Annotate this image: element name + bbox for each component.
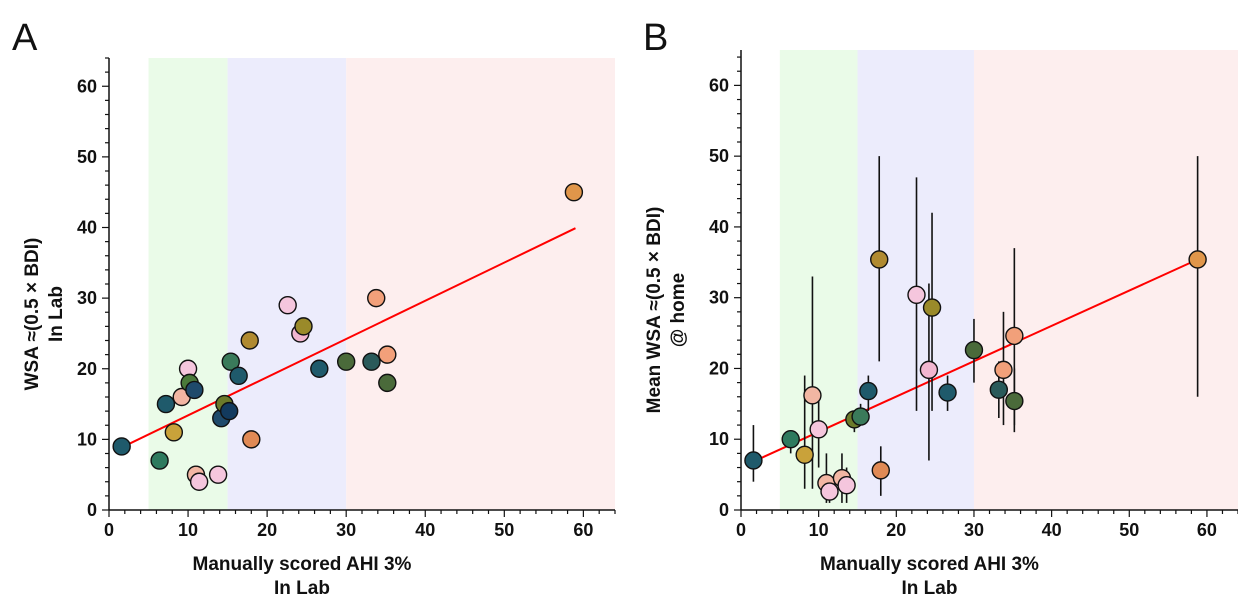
x-tick-label: 10: [809, 520, 829, 540]
x-tick-label: 50: [494, 520, 514, 540]
data-point: [1005, 326, 1024, 346]
y-tick-label: 0: [719, 500, 729, 520]
x-tick-label: 60: [1197, 520, 1217, 540]
data-point: [795, 445, 814, 464]
y-tick-label: 10: [77, 429, 97, 449]
x-tick-label: 50: [1119, 520, 1139, 540]
x-axis-label: In Lab: [902, 578, 958, 599]
data-point: [336, 352, 356, 371]
x-tick-label: 40: [415, 520, 435, 540]
x-tick-label: 0: [736, 520, 746, 540]
x-tick-label: 40: [1042, 520, 1062, 540]
data-point: [781, 430, 800, 449]
y-tick-label: 60: [709, 75, 729, 95]
x-axis-label: Manually scored AHI 3%: [193, 554, 412, 575]
data-point: [907, 285, 926, 305]
data-point: [229, 366, 248, 386]
data-point: [164, 423, 184, 442]
data-point: [744, 451, 763, 470]
data-point: [851, 407, 870, 426]
data-point: [1188, 250, 1207, 269]
y-tick-label: 40: [77, 218, 97, 238]
data-point: [242, 430, 261, 449]
x-axis-label: Manually scored AHI 3%: [820, 554, 1039, 575]
y-axis-label: WSA ≈(0.5 × BDI): [22, 238, 43, 391]
data-point: [871, 461, 890, 480]
data-point: [156, 394, 176, 414]
data-point: [870, 250, 889, 269]
y-tick-label: 20: [77, 359, 97, 379]
data-point: [219, 401, 239, 421]
data-point: [362, 352, 381, 371]
severity-band: [346, 58, 615, 510]
data-point: [919, 360, 939, 380]
y-tick-label: 0: [87, 500, 97, 520]
x-axis-label: In Lab: [274, 578, 330, 599]
data-point: [185, 380, 204, 400]
panel-b: B 0 10 20 30 40 50 60 0 10 20 30 40 50 60 Manually scor…: [643, 17, 1238, 599]
data-point: [922, 298, 942, 317]
panel-letter: A: [12, 17, 38, 59]
data-point: [989, 380, 1009, 399]
data-point: [221, 352, 240, 371]
data-point: [367, 288, 386, 308]
data-point: [112, 437, 131, 456]
x-tick-label: 0: [104, 520, 114, 540]
y-tick-label: 30: [77, 288, 97, 308]
data-point: [294, 317, 313, 336]
data-point: [564, 182, 584, 202]
x-tick-label: 30: [964, 520, 984, 540]
data-point: [278, 295, 297, 315]
data-point: [820, 482, 839, 501]
y-axis-label: Mean WSA ≈(0.5 × BDI): [644, 207, 665, 414]
y-tick-label: 60: [77, 76, 97, 96]
data-point: [310, 359, 329, 378]
data-point: [964, 340, 984, 360]
y-tick-label: 50: [77, 147, 97, 167]
x-tick-label: 10: [178, 520, 198, 540]
data-point: [189, 472, 209, 491]
y-tick-label: 50: [709, 146, 729, 166]
x-tick-label: 60: [573, 520, 593, 540]
severity-band: [973, 50, 1238, 510]
severity-band: [148, 58, 228, 510]
data-point: [378, 345, 397, 364]
data-point: [1005, 391, 1024, 411]
data-point: [240, 331, 259, 350]
x-tick-label: 20: [257, 520, 277, 540]
data-point: [150, 451, 169, 470]
data-point: [994, 360, 1013, 380]
y-tick-label: 30: [709, 288, 729, 308]
x-tick-label: 30: [336, 520, 356, 540]
panel-letter: B: [643, 17, 668, 59]
data-point: [938, 383, 957, 402]
data-point: [809, 420, 828, 439]
y-axis-label: In Lab: [46, 286, 67, 342]
regression-line: [120, 227, 576, 449]
y-axis-label: @ home: [668, 273, 689, 347]
data-point: [803, 386, 822, 405]
panel-a: A 0 10 20 30 40 50 60 0 10 20 30 40 50 60 Manually scor…: [12, 17, 616, 599]
data-point: [837, 476, 856, 495]
data-point: [208, 465, 228, 484]
data-point: [378, 373, 397, 393]
y-tick-label: 10: [709, 429, 729, 449]
y-tick-label: 40: [709, 217, 729, 237]
x-tick-label: 20: [886, 520, 906, 540]
y-tick-label: 20: [709, 358, 729, 378]
data-point: [859, 381, 878, 401]
